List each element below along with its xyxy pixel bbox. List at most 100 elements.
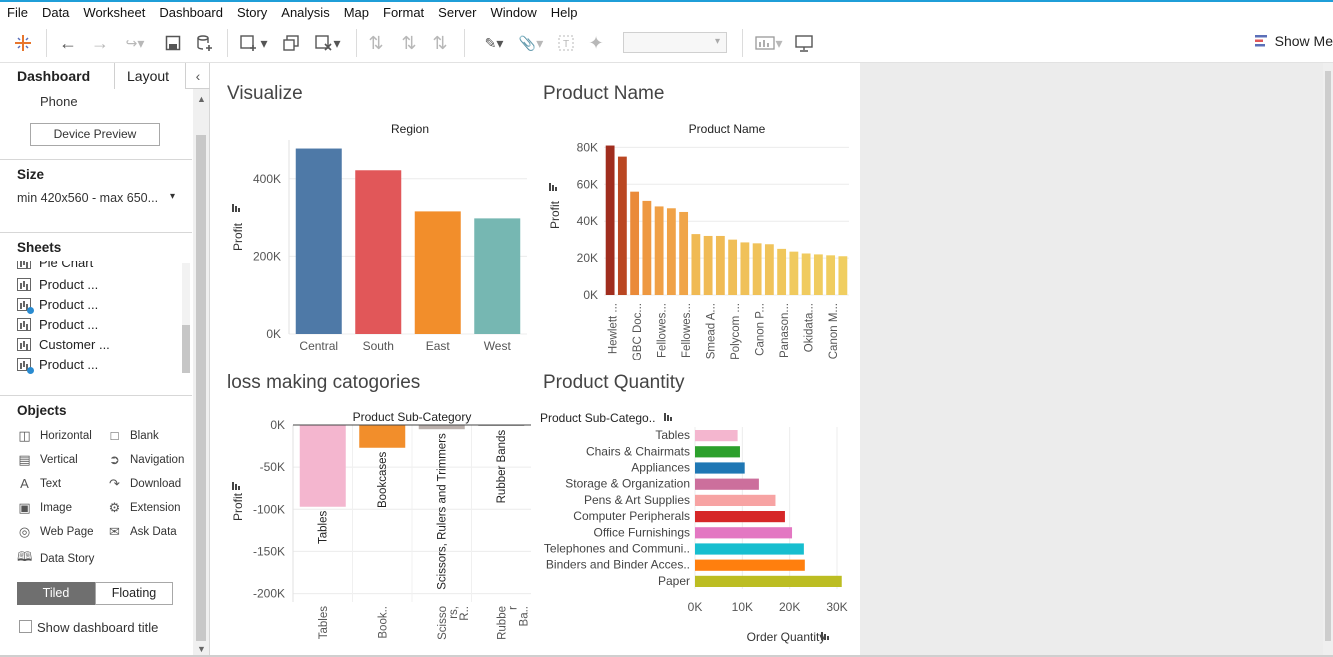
presentation-mode-icon[interactable] [793, 31, 815, 55]
x-tick-label: Hewlett ... [607, 303, 619, 354]
show-me-button[interactable]: Show Me [1254, 33, 1333, 49]
pane-scroll-thumb[interactable] [196, 135, 206, 641]
sort-icon [232, 204, 240, 212]
sheets-scrollbar[interactable] [182, 263, 190, 373]
menu-story[interactable]: Story [236, 5, 268, 20]
scroll-up-icon[interactable]: ▲ [197, 94, 206, 104]
undo-icon[interactable]: ← [59, 32, 77, 53]
x-axis-label: Order Quantity [747, 630, 826, 644]
object-image[interactable]: ▣ Image [17, 500, 72, 516]
y-tick-label: Storage & Organization [565, 477, 690, 491]
object-text[interactable]: A Text [17, 476, 61, 491]
canvas-scroll-thumb[interactable] [1325, 71, 1331, 641]
object-label: Data Story [40, 553, 95, 565]
bar [740, 242, 750, 295]
clear-sheet-icon[interactable]: ▾ [310, 31, 346, 55]
horizontal-icon: ◫ [18, 428, 31, 443]
object-web-page[interactable]: ◎ Web Page [17, 524, 94, 540]
menu-file[interactable]: File [7, 5, 28, 20]
bar [789, 251, 799, 295]
object-blank[interactable]: □ Blank [107, 428, 159, 443]
pin-icon[interactable]: ✦ [588, 32, 604, 53]
text-label-icon[interactable]: T [555, 31, 577, 55]
sort-icon-bar [235, 206, 237, 212]
product-quantity-chart[interactable]: Product Sub-Catego.. 0K 10K 20K 30K Tables Cha… [536, 405, 856, 645]
show-title-checkbox[interactable] [19, 620, 32, 633]
y-tick-label: 200K [253, 249, 281, 263]
swap-rows-columns-icon[interactable]: ⇅ [368, 32, 384, 53]
product-name-profit-chart[interactable]: Product Name 0K 20K 40K 60K 80K Profit Hewlett … [538, 115, 854, 360]
menu-worksheet[interactable]: Worksheet [83, 5, 146, 20]
sort-descending-icon[interactable]: ⇅ [432, 32, 448, 53]
new-worksheet-icon[interactable]: ▾ [237, 31, 271, 55]
x-tick-label: West [484, 339, 512, 353]
object-extension[interactable]: ⚙ Extension [107, 500, 181, 516]
menu-format[interactable]: Format [383, 5, 425, 20]
object-download[interactable]: ↷ Download [107, 476, 181, 492]
scroll-down-icon[interactable]: ▼ [197, 644, 206, 654]
canvas-scrollbar[interactable] [1323, 63, 1333, 657]
text-icon: A [20, 476, 29, 491]
objects-heading: Objects [17, 403, 67, 418]
tiled-button[interactable]: Tiled [17, 582, 95, 605]
highlight-icon[interactable]: ✎▾ [484, 34, 504, 51]
y-tick-label: Office Furnishings [594, 525, 691, 539]
blank-icon: □ [110, 428, 119, 443]
menu-data[interactable]: Data [41, 5, 70, 20]
menu-dashboard[interactable]: Dashboard [159, 5, 223, 20]
sheets-list: Pie Chart Product ... Product ... Produc… [0, 261, 192, 376]
bar [813, 254, 823, 295]
pane-tabs: Dashboard Layout ‹ [0, 63, 210, 89]
tableau-logo-icon[interactable] [12, 31, 34, 55]
redo-icon[interactable]: → [91, 32, 109, 53]
tab-dashboard[interactable]: Dashboard [0, 63, 114, 89]
attach-icon[interactable]: 📎▾ [518, 34, 544, 51]
object-horizontal[interactable]: ◫ Horizontal [17, 428, 91, 444]
top-accent-line [0, 0, 1333, 2]
object-navigation[interactable]: ➲ Navigation [107, 452, 184, 468]
sort-icon [664, 413, 672, 421]
chevron-down-icon: ▾ [714, 36, 720, 47]
chart-title: Product Sub-Category [353, 410, 472, 424]
sheet-item[interactable]: Product ... [17, 317, 98, 332]
bar [752, 243, 762, 295]
object-data-story[interactable]: 🕮 Data Story [17, 548, 94, 570]
fit-dropdown[interactable]: ▾ [623, 32, 727, 53]
menu-server[interactable]: Server [438, 5, 477, 20]
sheet-item[interactable]: Product ... [17, 277, 98, 292]
x-tick-label: 20K [779, 600, 800, 614]
collapse-pane-icon[interactable]: ‹ [195, 68, 201, 84]
region-profit-chart[interactable]: Region 0K 200K 400K Profit Central South East We… [215, 115, 535, 360]
y-tick-label: -50K [260, 460, 285, 474]
worksheet-used-icon [17, 358, 34, 374]
sheets-scroll-thumb[interactable] [182, 325, 190, 373]
y-tick-label: 40K [577, 214, 598, 228]
device-preview-button[interactable]: Device Preview [30, 123, 160, 146]
save-icon[interactable] [163, 31, 183, 55]
sort-ascending-icon[interactable]: ⇅ [401, 32, 417, 53]
object-vertical[interactable]: ▤ Vertical [17, 452, 77, 468]
replace-data-icon[interactable]: ↪▾ [125, 34, 145, 51]
loss-subcategory-chart[interactable]: Product Sub-Category 0K -50K -100K -150K -200… [215, 405, 535, 650]
vertical-icon: ▤ [18, 452, 31, 467]
sheet-item[interactable]: Product ... [17, 297, 98, 314]
menu-analysis[interactable]: Analysis [281, 5, 330, 20]
object-ask-data[interactable]: ✉ Ask Data [107, 524, 177, 540]
sheet-item[interactable]: Customer ... [17, 337, 110, 352]
size-heading: Size [17, 167, 45, 182]
x-tick-label: Panason... [779, 303, 791, 358]
new-data-source-icon[interactable] [195, 31, 215, 55]
size-dropdown[interactable]: min 420x560 - max 650... ▾ [17, 191, 177, 205]
sheet-item[interactable]: Product ... [17, 357, 98, 374]
sort-icon-bar [235, 484, 237, 490]
menu-help[interactable]: Help [550, 5, 578, 20]
sheet-item[interactable]: Pie Chart [17, 261, 93, 270]
menu-window[interactable]: Window [490, 5, 537, 20]
floating-button[interactable]: Floating [95, 582, 173, 605]
duplicate-sheet-icon[interactable] [281, 31, 301, 55]
show-cards-icon[interactable]: ▾ [752, 31, 786, 55]
bar [695, 527, 793, 539]
menu-map[interactable]: Map [343, 5, 369, 20]
bar [299, 425, 346, 507]
tab-layout[interactable]: Layout [114, 63, 186, 89]
